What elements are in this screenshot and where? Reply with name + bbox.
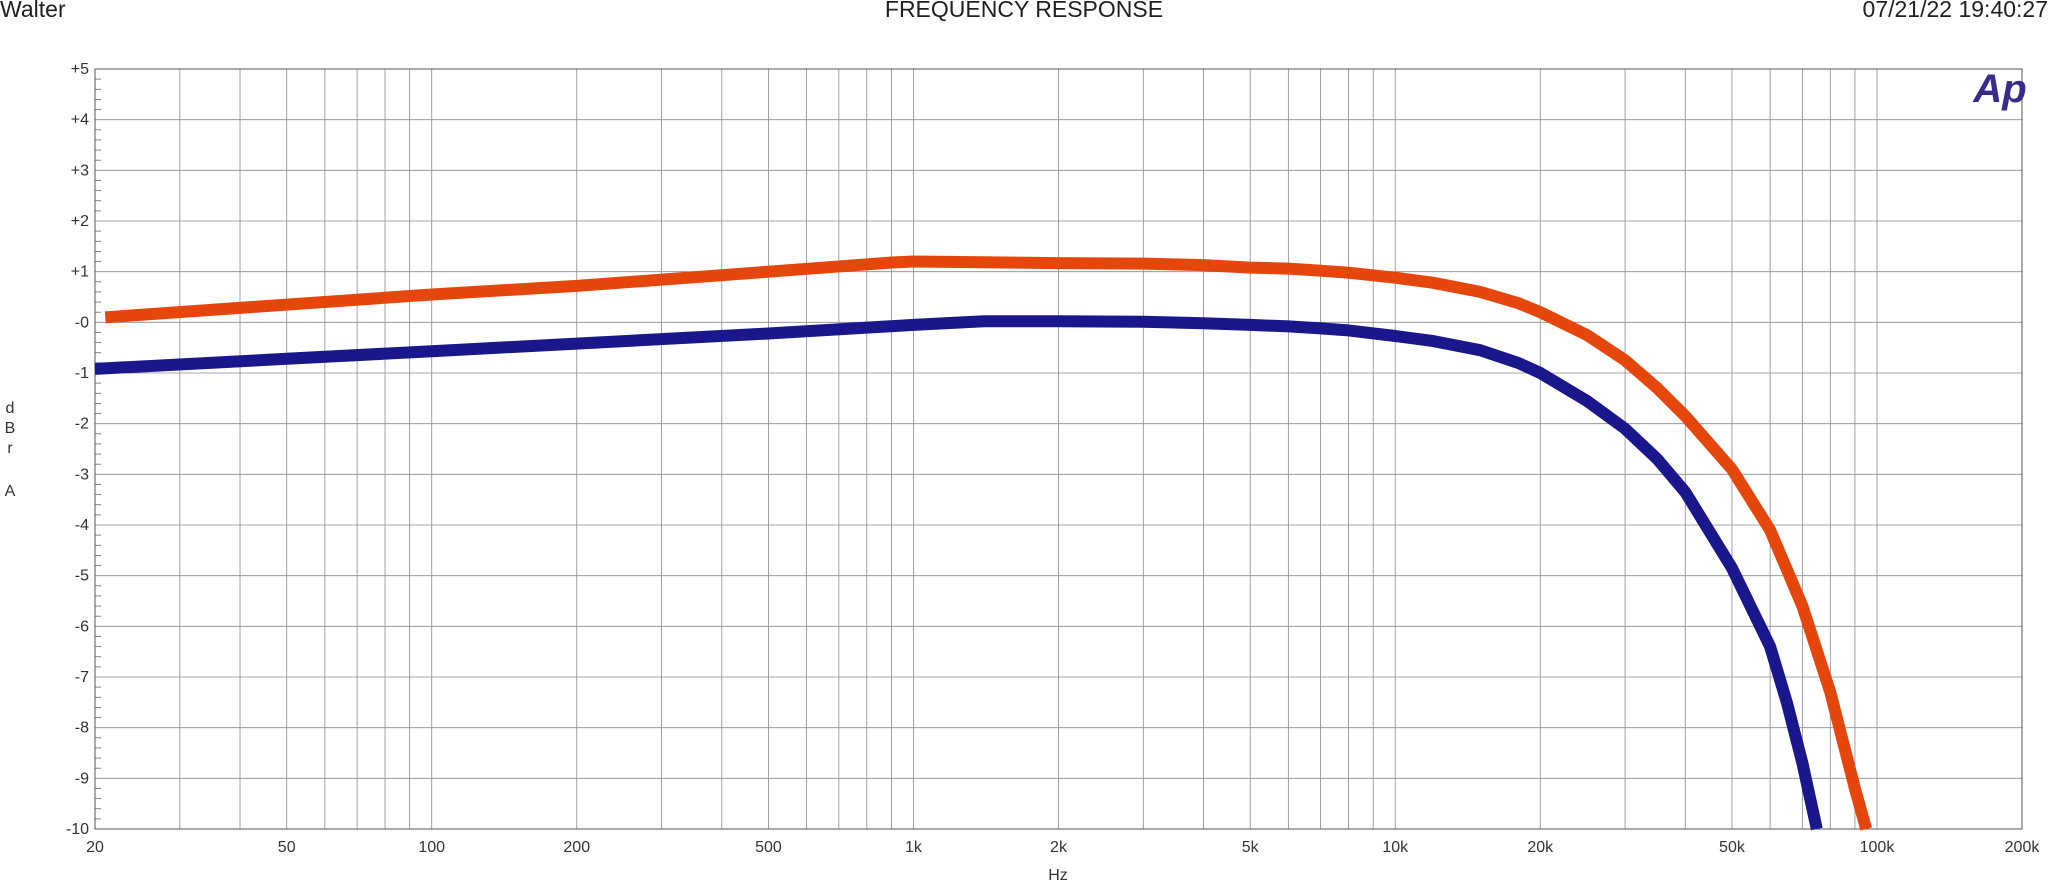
ap-logo: Ap <box>1972 67 2026 111</box>
y-tick-label: +3 <box>71 162 89 179</box>
y-tick-label: +2 <box>71 213 89 230</box>
y-tick-label: +5 <box>71 61 89 78</box>
y-tick-label: -9 <box>75 770 89 787</box>
x-tick-label: 200 <box>563 839 590 856</box>
x-tick-label: 100k <box>1860 839 1896 856</box>
y-tick-label: -7 <box>75 669 89 686</box>
x-tick-label: 5k <box>1242 839 1260 856</box>
y-tick-label: +1 <box>71 264 89 281</box>
x-tick-label: 100 <box>418 839 445 856</box>
series-line-2 <box>94 315 1823 831</box>
x-tick-label: 10k <box>1382 839 1409 856</box>
x-tick-label: 50 <box>278 839 296 856</box>
y-minor-ticks <box>95 78 101 820</box>
y-axis-label: dBr A <box>5 400 16 500</box>
x-tick-label: 20 <box>86 839 104 856</box>
series-layer <box>94 255 1872 831</box>
y-tick-label: -10 <box>66 821 89 838</box>
chart-title: FREQUENCY RESPONSE <box>884 0 1164 22</box>
y-tick-label: -5 <box>75 568 89 585</box>
x-tick-label: 20k <box>1527 839 1554 856</box>
y-axis-label-char: d <box>6 400 15 417</box>
y-axis-label-char: r <box>7 440 13 457</box>
y-tick-label: +4 <box>71 112 89 129</box>
y-tick-labels: +5 +4 +3 +2 +1 -0 -1 -2 -3 -4 -5 -6 -7 -8 -9 -10 <box>66 61 89 838</box>
y-tick-label: -0 <box>75 314 89 331</box>
x-tick-label: 2k <box>1050 839 1068 856</box>
plot-frame <box>94 68 2023 830</box>
y-axis-label-char: A <box>5 483 16 500</box>
y-tick-label: -8 <box>75 720 89 737</box>
x-axis-label: Hz <box>1048 867 1068 880</box>
y-axis-label-char: B <box>5 420 16 437</box>
x-tick-label: 200k <box>2005 839 2041 856</box>
y-tick-label: -4 <box>75 517 89 534</box>
x-tick-label: 50k <box>1719 839 1746 856</box>
y-tick-label: -6 <box>75 618 89 635</box>
y-tick-label: -3 <box>75 466 89 483</box>
chart-name-label: Walter <box>0 0 66 22</box>
y-tick-label: -2 <box>75 416 89 433</box>
y-tick-label: -1 <box>75 365 89 382</box>
grid <box>95 69 2022 829</box>
series-line-1 <box>104 255 1872 831</box>
x-tick-labels: 20 50 100 200 500 1k 2k 5k 10k 20k 50k 100k 200k <box>86 839 2040 856</box>
x-tick-label: 500 <box>755 839 782 856</box>
chart-timestamp: 07/21/22 19:40:27 <box>1862 0 2048 22</box>
x-tick-label: 1k <box>905 839 923 856</box>
